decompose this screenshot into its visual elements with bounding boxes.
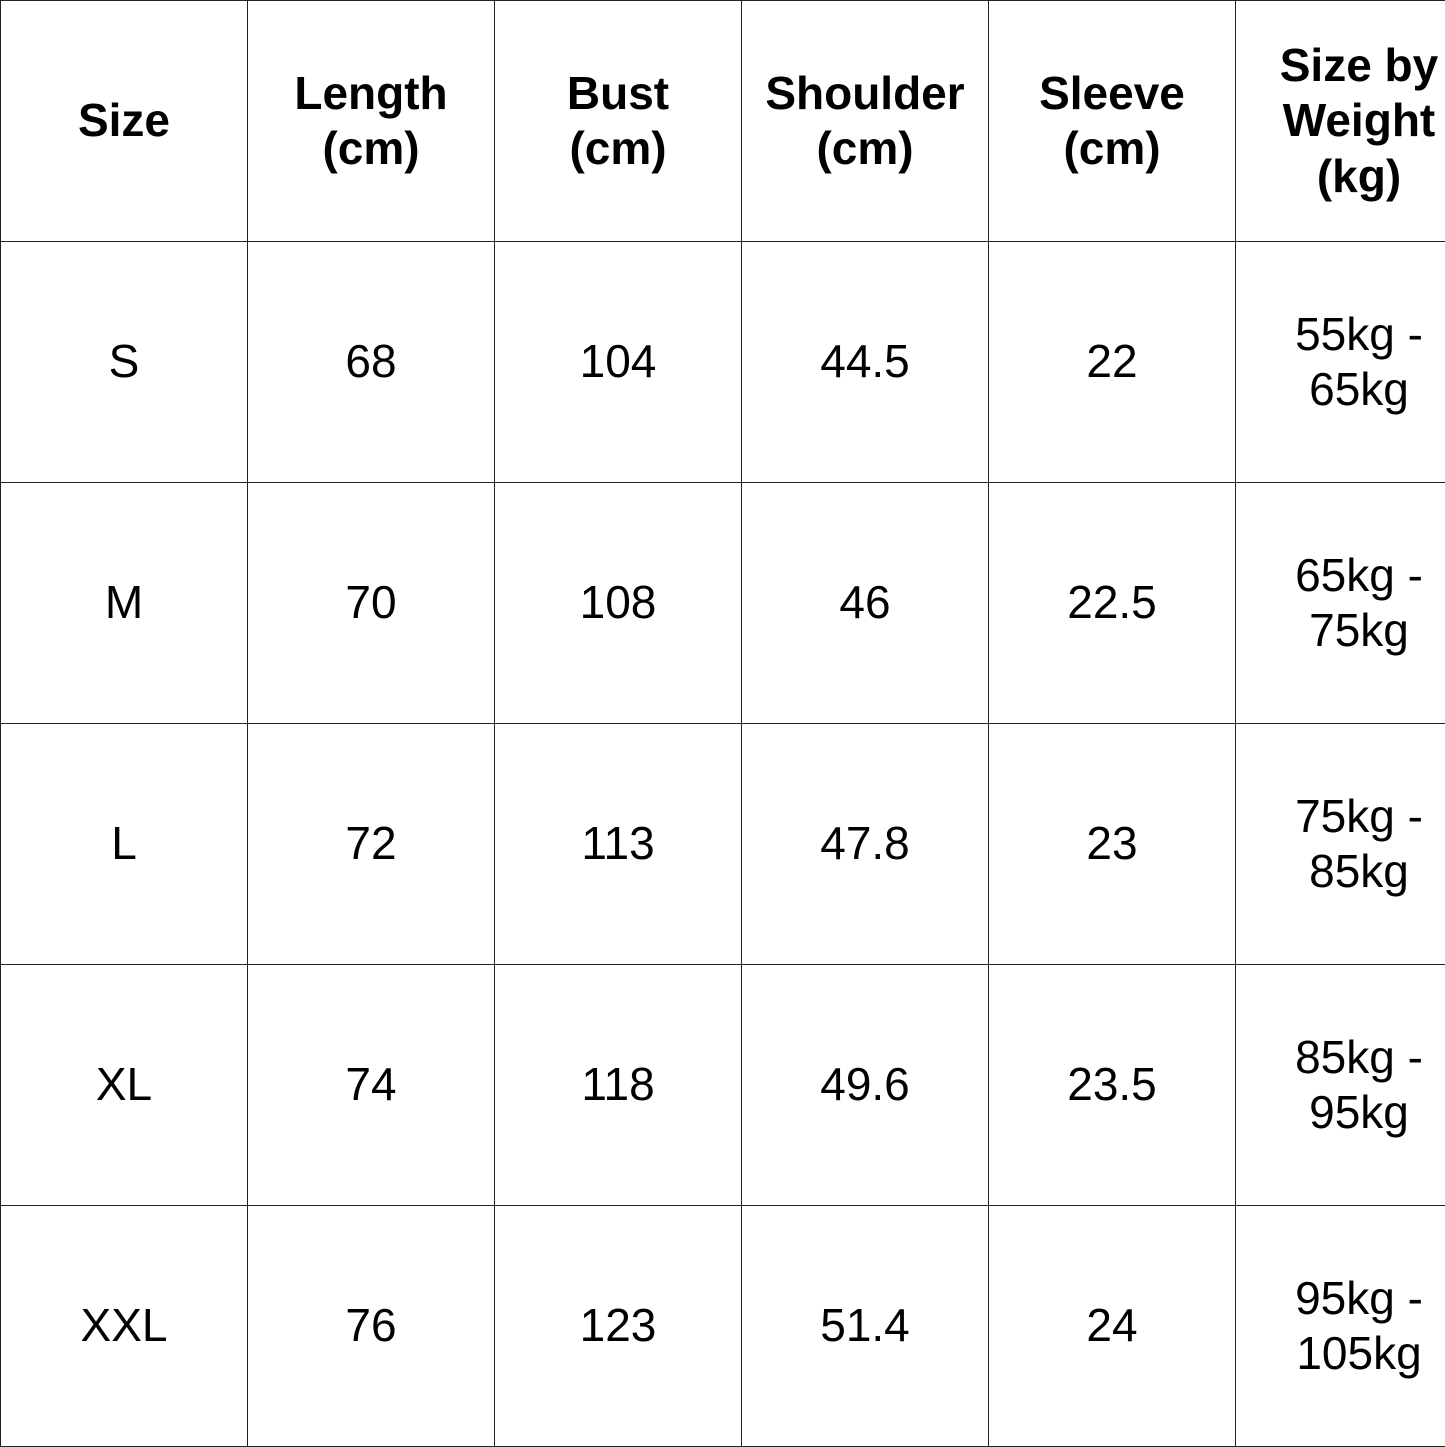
cell-length: 70 <box>248 483 495 724</box>
cell-weight: 85kg -95kg <box>1236 965 1445 1206</box>
cell-shoulder: 46 <box>742 483 989 724</box>
cell-text: 105kg <box>1240 1326 1445 1381</box>
header-sleeve: Sleeve(cm) <box>989 1 1236 242</box>
cell-sleeve: 23.5 <box>989 965 1236 1206</box>
header-text: Size <box>5 93 243 148</box>
cell-shoulder: 51.4 <box>742 1206 989 1447</box>
header-text: Length <box>252 66 490 121</box>
cell-text: 65kg <box>1240 362 1445 417</box>
cell-length: 72 <box>248 724 495 965</box>
header-text: (cm) <box>993 121 1231 176</box>
cell-text: 85kg - <box>1240 1030 1445 1085</box>
cell-weight: 95kg -105kg <box>1236 1206 1445 1447</box>
cell-weight: 75kg -85kg <box>1236 724 1445 965</box>
cell-bust: 108 <box>495 483 742 724</box>
cell-size: M <box>1 483 248 724</box>
header-text: Sleeve <box>993 66 1231 121</box>
cell-text: 95kg - <box>1240 1271 1445 1326</box>
cell-shoulder: 49.6 <box>742 965 989 1206</box>
cell-length: 76 <box>248 1206 495 1447</box>
cell-sleeve: 22.5 <box>989 483 1236 724</box>
header-text: Bust <box>499 66 737 121</box>
cell-size: XL <box>1 965 248 1206</box>
cell-weight: 55kg -65kg <box>1236 242 1445 483</box>
cell-bust: 113 <box>495 724 742 965</box>
header-size: Size <box>1 1 248 242</box>
cell-text: 65kg - <box>1240 548 1445 603</box>
cell-sleeve: 24 <box>989 1206 1236 1447</box>
cell-text: 85kg <box>1240 844 1445 899</box>
header-text: (cm) <box>499 121 737 176</box>
cell-length: 68 <box>248 242 495 483</box>
cell-sleeve: 23 <box>989 724 1236 965</box>
header-text: Weight <box>1240 93 1445 148</box>
cell-shoulder: 47.8 <box>742 724 989 965</box>
cell-sleeve: 22 <box>989 242 1236 483</box>
cell-text: 95kg <box>1240 1085 1445 1140</box>
header-shoulder: Shoulder(cm) <box>742 1 989 242</box>
cell-size: S <box>1 242 248 483</box>
cell-bust: 104 <box>495 242 742 483</box>
header-text: (cm) <box>252 121 490 176</box>
cell-text: 75kg - <box>1240 789 1445 844</box>
cell-text: 55kg - <box>1240 307 1445 362</box>
header-bust: Bust(cm) <box>495 1 742 242</box>
header-length: Length(cm) <box>248 1 495 242</box>
cell-size: XXL <box>1 1206 248 1447</box>
header-text: (cm) <box>746 121 984 176</box>
cell-length: 74 <box>248 965 495 1206</box>
cell-text: 75kg <box>1240 603 1445 658</box>
header-text: (kg) <box>1240 149 1445 204</box>
cell-size: L <box>1 724 248 965</box>
cell-bust: 123 <box>495 1206 742 1447</box>
cell-bust: 118 <box>495 965 742 1206</box>
cell-shoulder: 44.5 <box>742 242 989 483</box>
header-text: Shoulder <box>746 66 984 121</box>
cell-weight: 65kg -75kg <box>1236 483 1445 724</box>
header-text: Size by <box>1240 38 1445 93</box>
